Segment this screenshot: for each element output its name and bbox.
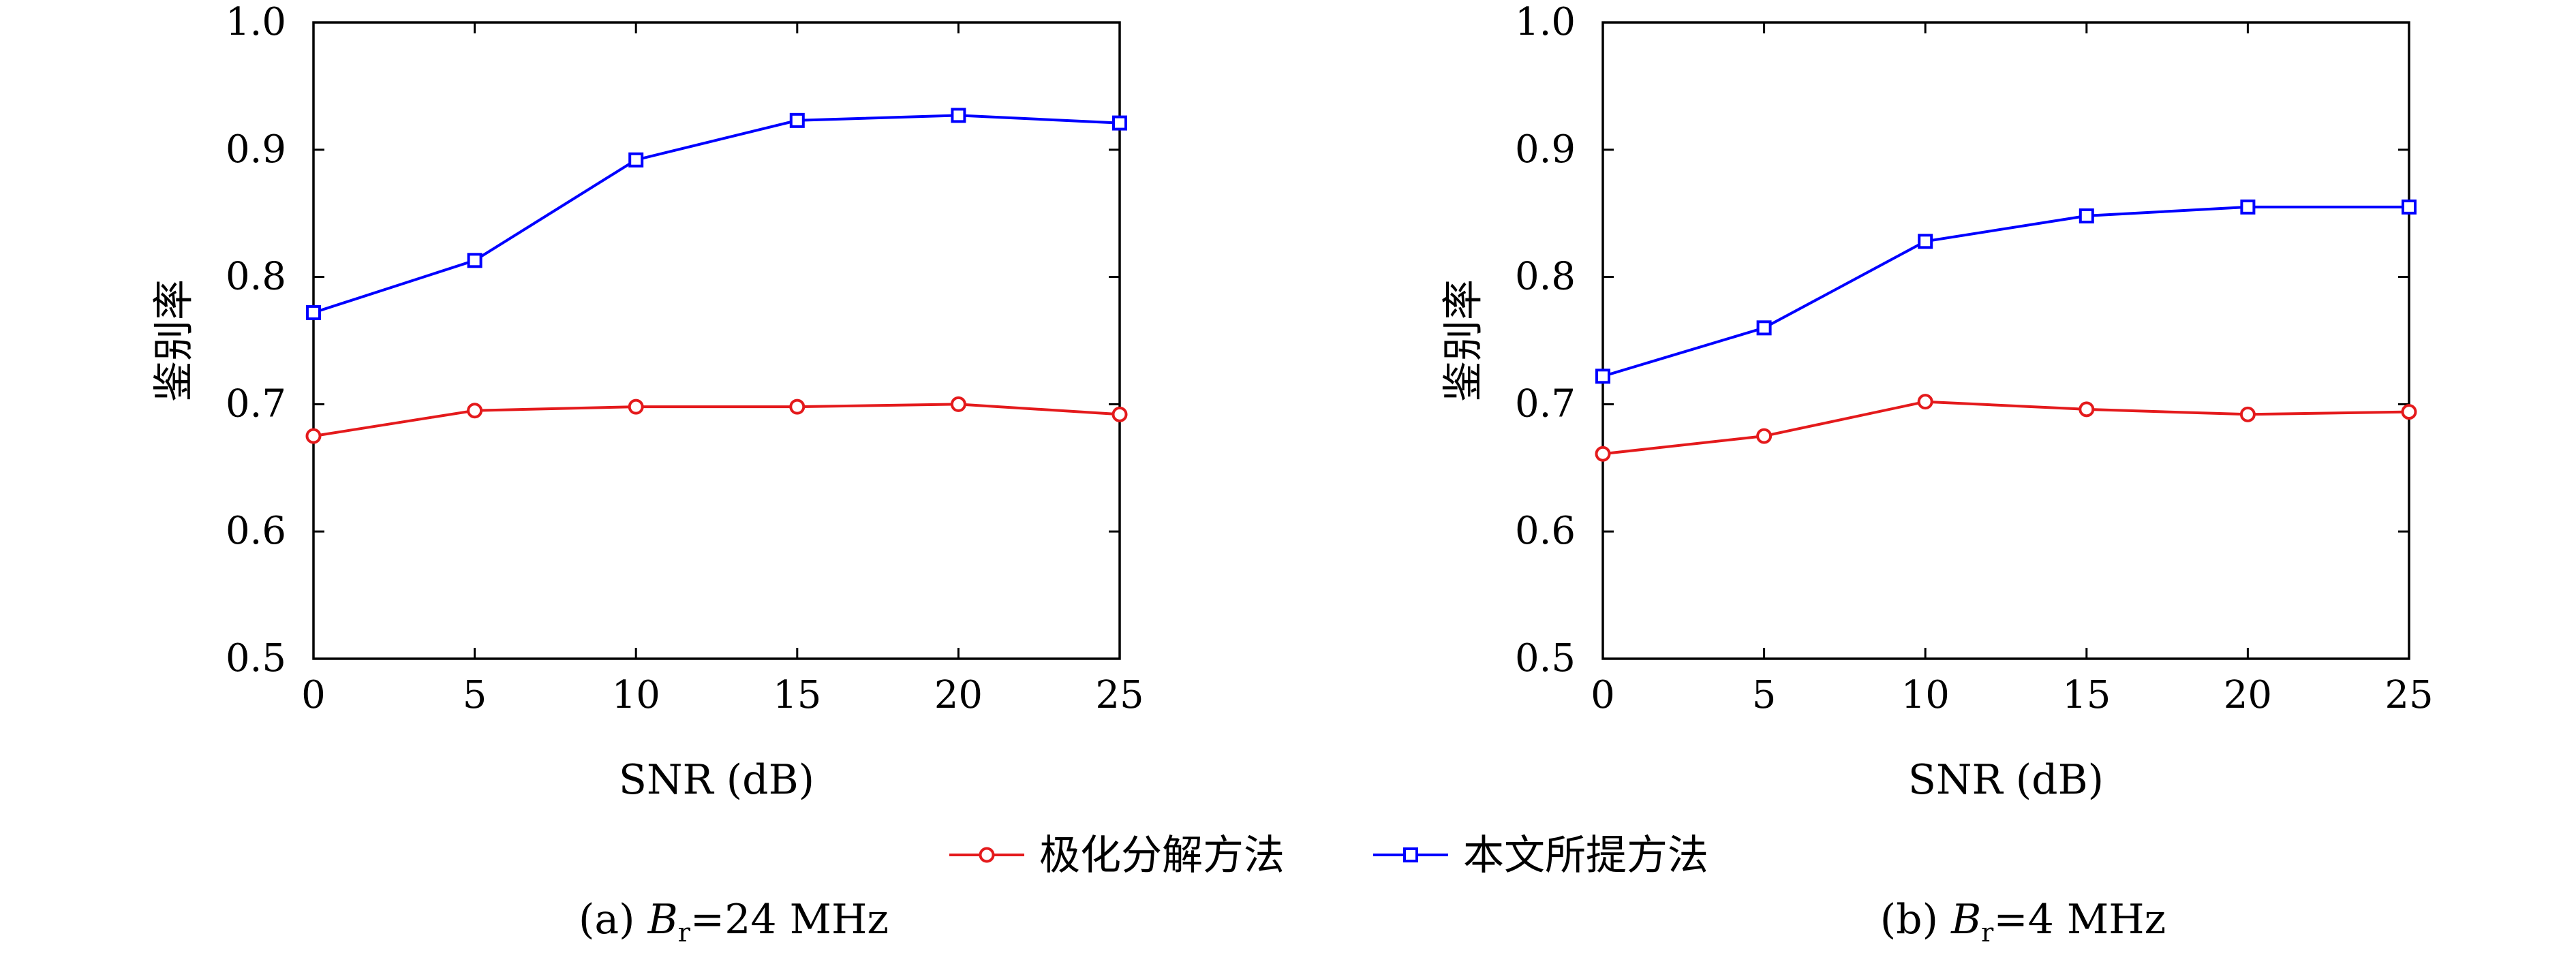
data-point xyxy=(1112,115,1127,131)
plot-frame xyxy=(312,21,1121,660)
caption-sub: r xyxy=(678,918,691,948)
series-line xyxy=(313,114,1120,314)
x-tick-label: 25 xyxy=(1095,673,1144,717)
y-tick-label: 0.5 xyxy=(226,636,286,681)
series-line xyxy=(313,403,1120,438)
x-tick-label: 15 xyxy=(773,673,821,717)
data-point xyxy=(1111,406,1128,422)
x-tick-label: 5 xyxy=(463,673,487,717)
x-tick-label: 0 xyxy=(301,673,326,717)
chart-panel-b: 0.5 0.6 0.7 0.8 0.9 1.0 0 5 10 15 20 25 SNR (dB) 鉴别率 (… xyxy=(1440,0,2434,948)
y-tick-label: 0.9 xyxy=(226,127,286,172)
data-point xyxy=(789,112,805,128)
y-axis-label: 鉴别率 xyxy=(1440,279,1488,402)
y-tick-label: 0.7 xyxy=(1515,381,1576,426)
data-point xyxy=(1918,234,1933,249)
legend-item: 极化分解方法 xyxy=(949,832,1285,879)
legend-marker xyxy=(979,847,995,863)
data-point xyxy=(1756,428,1773,444)
y-tick-label: 0.9 xyxy=(1515,127,1576,172)
caption-prefix: (b) xyxy=(1880,896,1951,943)
legend-item: 本文所提方法 xyxy=(1373,832,1708,879)
data-point xyxy=(306,304,321,320)
data-point xyxy=(1595,446,1611,462)
series-circle xyxy=(305,396,1128,444)
data-point xyxy=(2401,404,2417,420)
data-point xyxy=(951,108,966,123)
x-tick-label: 25 xyxy=(2385,673,2433,717)
caption: (b) Br=4 MHz xyxy=(1880,896,2166,948)
series-square xyxy=(1595,199,2417,384)
legend-marker xyxy=(1403,847,1418,862)
chart-panel-a: 0.5 0.6 0.7 0.8 0.9 1.0 0 5 10 15 20 25 SNR (dB) 鉴别率 (… xyxy=(151,0,1144,948)
data-point xyxy=(628,152,644,168)
data-point xyxy=(1595,369,1610,384)
x-tick-label: 0 xyxy=(1591,673,1615,717)
legend-label: 极化分解方法 xyxy=(1039,832,1285,879)
series-circle xyxy=(1595,394,2417,462)
caption: (a) Br=24 MHz xyxy=(579,896,889,948)
y-axis-label: 鉴别率 xyxy=(151,279,198,402)
y-tick-label: 0.5 xyxy=(1515,636,1576,681)
x-tick-label: 5 xyxy=(1752,673,1777,717)
data-point xyxy=(2402,199,2417,215)
data-point xyxy=(467,253,482,268)
caption-suffix: =24 MHz xyxy=(690,896,889,943)
data-point xyxy=(789,399,806,415)
legend-label: 本文所提方法 xyxy=(1463,832,1708,879)
y-tick-label: 0.8 xyxy=(1515,255,1576,299)
data-point xyxy=(305,428,322,444)
x-axis-label: SNR (dB) xyxy=(619,756,814,804)
data-point xyxy=(2240,199,2256,215)
data-point xyxy=(1756,320,1772,336)
caption-sub: r xyxy=(1981,918,1994,948)
x-axis-label: SNR (dB) xyxy=(1908,756,2104,804)
x-tick-label: 10 xyxy=(1901,673,1950,717)
caption-suffix: =4 MHz xyxy=(1993,896,2166,943)
y-tick-label: 0.7 xyxy=(226,381,286,426)
caption-var: B xyxy=(647,896,678,943)
series-line xyxy=(1602,205,2409,378)
data-point xyxy=(2079,208,2094,223)
y-tick-label: 0.6 xyxy=(1515,509,1576,553)
data-point xyxy=(628,399,644,415)
series-line xyxy=(1602,400,2410,456)
y-tick-label: 0.6 xyxy=(226,509,286,553)
data-point xyxy=(2079,401,2095,418)
legend: 极化分解方法 本文所提方法 xyxy=(949,832,1708,879)
x-tick-label: 15 xyxy=(2062,673,2111,717)
y-tick-label: 1.0 xyxy=(1515,0,1576,44)
plot-frame xyxy=(1601,21,2410,660)
x-tick-label: 10 xyxy=(612,673,660,717)
caption-prefix: (a) xyxy=(579,896,648,943)
y-tick-label: 0.8 xyxy=(226,255,286,299)
data-point xyxy=(950,396,966,412)
data-point xyxy=(2239,406,2256,422)
data-point xyxy=(467,403,483,419)
x-tick-label: 20 xyxy=(934,673,983,717)
series-square xyxy=(306,108,1127,320)
x-tick-label: 20 xyxy=(2224,673,2272,717)
y-tick-label: 1.0 xyxy=(226,0,286,44)
caption-var: B xyxy=(1950,896,1981,943)
data-point xyxy=(1917,394,1933,410)
